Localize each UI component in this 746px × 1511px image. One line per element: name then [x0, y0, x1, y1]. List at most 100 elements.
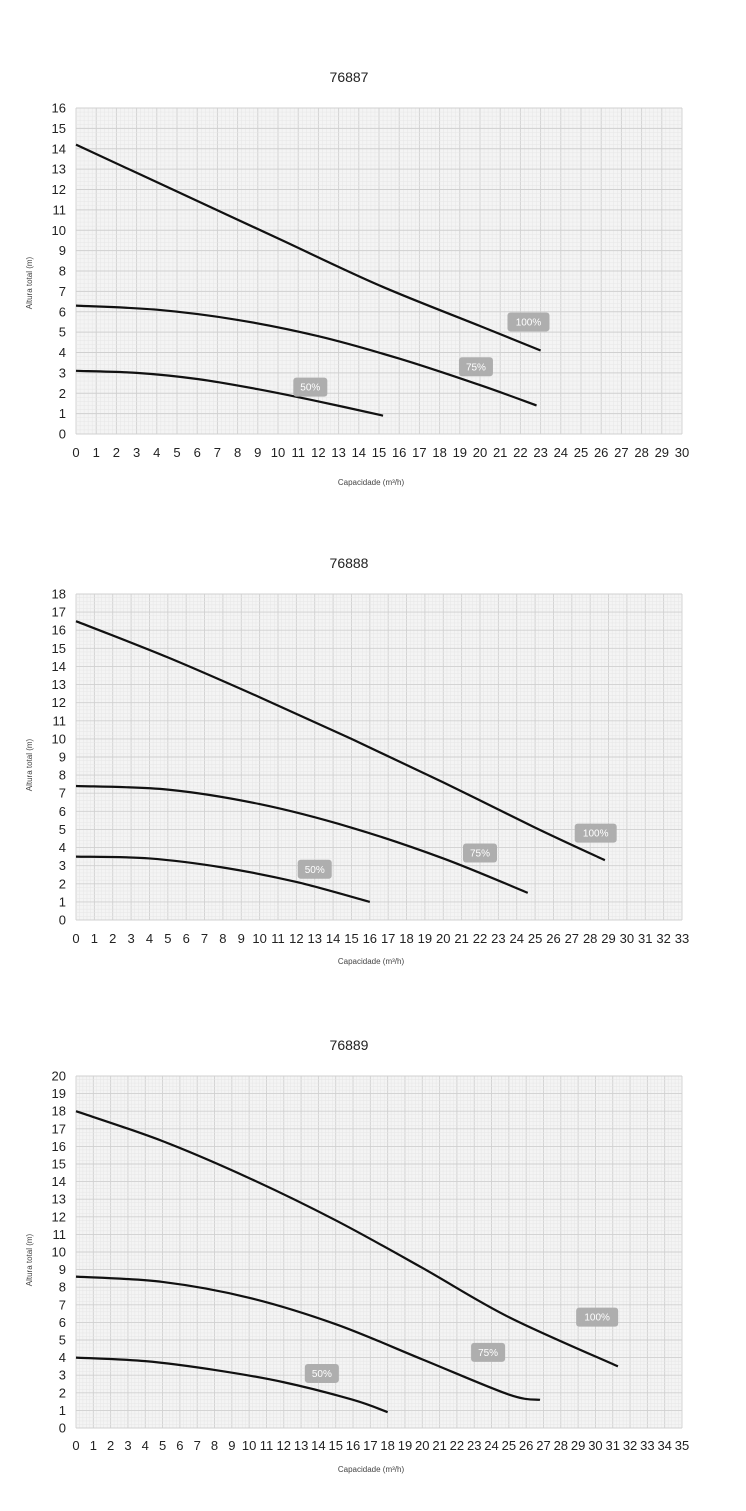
y-tick-label: 4	[59, 345, 66, 360]
y-tick-label: 7	[59, 786, 66, 801]
x-tick-label: 30	[675, 445, 689, 460]
y-tick-label: 16	[52, 101, 66, 116]
x-tick-label: 15	[344, 931, 358, 946]
series-line	[75, 304, 537, 407]
y-tick-label: 5	[59, 1333, 66, 1348]
x-tick-label: 24	[554, 445, 568, 460]
y-tick-label: 7	[59, 1297, 66, 1312]
x-tick-label: 9	[254, 445, 261, 460]
y-tick-label: 3	[59, 365, 66, 380]
series-label: 100%	[516, 318, 542, 329]
series-badge	[574, 823, 617, 843]
x-tick-label: 19	[398, 1438, 412, 1453]
x-tick-label: 21	[493, 445, 507, 460]
series-label: 75%	[478, 1348, 498, 1359]
x-tick-label: 16	[392, 445, 406, 460]
x-tick-label: 29	[601, 931, 615, 946]
x-tick-label: 28	[554, 1438, 568, 1453]
x-tick-label: 13	[294, 1438, 308, 1453]
x-tick-label: 14	[326, 931, 340, 946]
y-axis-label: Altura total (m)	[25, 1233, 34, 1286]
series-label: 50%	[312, 1369, 332, 1380]
y-tick-label: 13	[52, 162, 66, 177]
y-tick-label: 11	[53, 713, 67, 728]
y-tick-label: 6	[59, 304, 66, 319]
x-tick-label: 5	[164, 931, 171, 946]
y-tick-label: 19	[52, 1086, 66, 1101]
x-tick-label: 5	[173, 445, 180, 460]
chart-title: 76888	[330, 555, 369, 571]
x-tick-label: 21	[454, 931, 468, 946]
x-tick-label: 33	[675, 931, 689, 946]
series-label: 75%	[466, 362, 486, 373]
x-tick-label: 27	[614, 445, 628, 460]
y-tick-label: 7	[59, 284, 66, 299]
x-tick-label: 3	[124, 1438, 131, 1453]
series-badge	[297, 859, 332, 879]
grid	[75, 593, 683, 921]
grid	[75, 107, 683, 435]
x-tick-label: 23	[491, 931, 505, 946]
y-tick-label: 3	[59, 858, 66, 873]
y-axis-label: Altura total (m)	[25, 738, 34, 791]
y-tick-label: 2	[59, 386, 66, 401]
x-tick-label: 12	[277, 1438, 291, 1453]
series-line	[75, 1110, 619, 1368]
x-tick-label: 35	[675, 1438, 689, 1453]
x-axis-label: Capacidade (m³/h)	[338, 478, 405, 487]
y-tick-label: 14	[52, 659, 66, 674]
x-tick-label: 11	[260, 1438, 274, 1453]
x-tick-label: 3	[127, 931, 134, 946]
x-tick-label: 9	[238, 931, 245, 946]
y-tick-label: 8	[59, 768, 66, 783]
x-tick-label: 18	[399, 931, 413, 946]
grid	[75, 1075, 683, 1429]
x-tick-label: 6	[194, 445, 201, 460]
x-tick-label: 20	[436, 931, 450, 946]
y-tick-label: 11	[53, 1227, 67, 1242]
x-tick-label: 4	[142, 1438, 149, 1453]
x-tick-label: 15	[372, 445, 386, 460]
x-tick-label: 14	[311, 1438, 325, 1453]
y-tick-label: 8	[59, 1280, 66, 1295]
series-label: 75%	[470, 849, 490, 860]
y-tick-label: 6	[59, 1315, 66, 1330]
y-tick-label: 12	[52, 182, 66, 197]
series-line	[75, 784, 529, 894]
x-tick-label: 28	[583, 931, 597, 946]
series-line	[75, 369, 384, 417]
x-tick-label: 0	[72, 445, 79, 460]
x-tick-label: 23	[533, 445, 547, 460]
x-tick-label: 0	[72, 1438, 79, 1453]
y-tick-label: 9	[59, 243, 66, 258]
y-tick-label: 16	[52, 623, 66, 638]
y-axis-label: Altura total (m)	[25, 256, 34, 309]
x-tick-label: 21	[432, 1438, 446, 1453]
y-tick-label: 2	[59, 1385, 66, 1400]
x-tick-label: 16	[346, 1438, 360, 1453]
x-tick-label: 13	[331, 445, 345, 460]
x-tick-label: 7	[201, 931, 208, 946]
chart-title: 76889	[330, 1037, 369, 1053]
x-tick-label: 26	[594, 445, 608, 460]
x-tick-label: 20	[415, 1438, 429, 1453]
x-tick-label: 14	[352, 445, 366, 460]
x-tick-label: 30	[588, 1438, 602, 1453]
series-line	[75, 1356, 389, 1414]
y-tick-label: 18	[52, 587, 66, 602]
x-tick-label: 7	[214, 445, 221, 460]
y-tick-label: 9	[59, 1262, 66, 1277]
y-tick-label: 15	[52, 121, 66, 136]
series-label: 100%	[583, 829, 609, 840]
series-badge	[471, 1342, 506, 1362]
x-tick-label: 19	[453, 445, 467, 460]
y-tick-label: 10	[52, 1245, 66, 1260]
y-tick-label: 14	[52, 141, 66, 156]
series-badge	[507, 312, 550, 332]
y-tick-label: 5	[59, 822, 66, 837]
x-tick-label: 4	[146, 931, 153, 946]
x-tick-label: 17	[412, 445, 426, 460]
x-tick-label: 26	[519, 1438, 533, 1453]
x-tick-label: 2	[107, 1438, 114, 1453]
